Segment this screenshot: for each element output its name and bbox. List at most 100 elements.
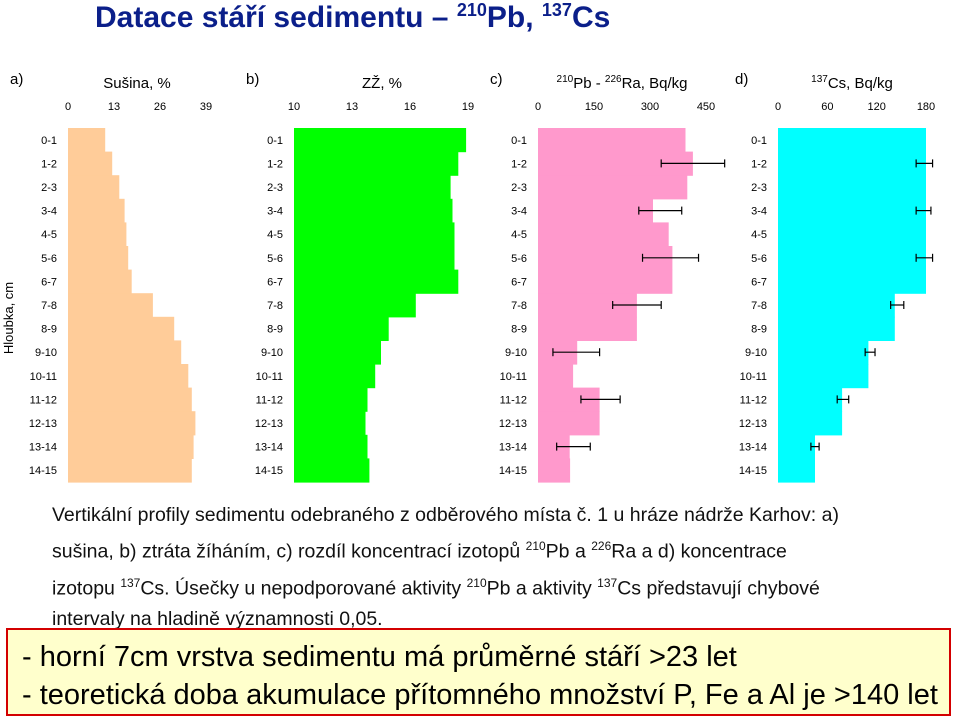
depth-label: 4-5 [511, 229, 527, 241]
depth-label: 5-6 [751, 253, 767, 265]
data-bar [538, 316, 637, 341]
depth-label: 9-10 [261, 347, 283, 359]
depth-label: 3-4 [41, 206, 57, 218]
depth-label: 7-8 [41, 300, 57, 312]
data-bar [294, 128, 467, 153]
tick-label: 16 [404, 101, 416, 113]
tick-label: 10 [288, 101, 300, 113]
data-bar [778, 198, 926, 223]
data-bar [68, 316, 175, 341]
data-bar [68, 340, 182, 365]
tick-label: 0 [65, 101, 71, 113]
depth-label: 3-4 [751, 206, 767, 218]
panel-letter: a) [10, 71, 23, 88]
depth-label: 4-5 [751, 229, 767, 241]
panel-title: 137Cs, Bq/kg [811, 74, 893, 92]
data-bar [294, 222, 455, 247]
panel-letter: d) [735, 71, 748, 88]
depth-profile-charts: Hloubka, cm a) Sušina, % 0 13 26 39 0-1 1-2 2-3 3… [1, 71, 935, 483]
depth-label: 12-13 [739, 418, 767, 430]
data-bar [778, 269, 926, 294]
depth-label: 14-15 [739, 465, 767, 477]
data-bar [538, 128, 686, 153]
figure-caption: Vertikální profily sedimentu odebraného … [52, 500, 932, 635]
data-bar [68, 222, 127, 247]
caption-line-2: sušina, b) ztráta žíháním, c) rozdíl kon… [52, 539, 787, 563]
data-bar [294, 198, 453, 223]
tick-label: 120 [867, 101, 885, 113]
data-bar [778, 434, 815, 459]
data-bar [538, 458, 571, 483]
depth-label: 9-10 [35, 347, 57, 359]
data-bar [778, 387, 843, 412]
data-bar [778, 411, 843, 436]
tick-label: 300 [641, 101, 659, 113]
data-bar [778, 128, 926, 153]
conclusion-line: - horní 7cm vrstva sedimentu má průměrné… [22, 641, 737, 673]
depth-label: 1-2 [511, 158, 527, 170]
depth-label: 13-14 [255, 442, 283, 454]
data-bar [538, 222, 669, 247]
depth-label: 9-10 [505, 347, 527, 359]
depth-label: 10-11 [30, 371, 57, 383]
depth-label: 12-13 [29, 418, 57, 430]
depth-label: 13-14 [739, 442, 767, 454]
panel-letter: b) [246, 71, 259, 88]
depth-label: 10-11 [500, 371, 527, 383]
depth-label: 8-9 [267, 324, 283, 336]
data-bar [68, 434, 194, 459]
depth-label: 10-11 [740, 371, 767, 383]
depth-label: 1-2 [267, 158, 283, 170]
depth-label: 4-5 [267, 229, 283, 241]
data-bar [294, 246, 455, 271]
data-bar [68, 458, 192, 483]
depth-label: 0-1 [267, 135, 283, 147]
depth-label: 5-6 [41, 253, 57, 265]
data-bar [68, 364, 189, 389]
tick-label: 13 [108, 101, 120, 113]
depth-label: 2-3 [41, 182, 57, 194]
depth-label: 6-7 [267, 276, 283, 288]
depth-label: 6-7 [511, 276, 527, 288]
data-bar [538, 364, 574, 389]
depth-label: 8-9 [41, 324, 57, 336]
data-bar [294, 411, 366, 436]
data-bar [294, 340, 381, 365]
tick-label: 450 [697, 101, 715, 113]
depth-label: 8-9 [511, 324, 527, 336]
depth-label: 5-6 [511, 253, 527, 265]
depth-label: 11-12 [740, 394, 767, 406]
depth-label: 7-8 [267, 300, 283, 312]
tick-label: 26 [154, 101, 166, 113]
caption-line-1: Vertikální profily sedimentu odebraného … [52, 504, 839, 526]
depth-label: 13-14 [29, 442, 57, 454]
tick-label: 39 [200, 101, 212, 113]
depth-label: 3-4 [511, 206, 527, 218]
tick-label: 0 [775, 101, 781, 113]
data-bar [294, 387, 368, 412]
data-bar [68, 293, 153, 318]
tick-label: 0 [535, 101, 541, 113]
page-title: Datace stáří sedimentu – 210Pb, 137Cs [95, 0, 611, 34]
data-bar [294, 434, 368, 459]
depth-label: 1-2 [751, 158, 767, 170]
depth-label: 3-4 [267, 206, 283, 218]
depth-label: 4-5 [41, 229, 57, 241]
caption-line-4: intervaly na hladině významnosti 0,05. [52, 608, 383, 630]
depth-label: 6-7 [41, 276, 57, 288]
tick-label: 19 [462, 101, 474, 113]
depth-label: 14-15 [255, 465, 283, 477]
depth-label: 2-3 [751, 182, 767, 194]
data-bar [778, 340, 869, 365]
data-bar [68, 151, 113, 176]
conclusions-box: - horní 7cm vrstva sedimentu má průměrné… [6, 628, 951, 716]
depth-label: 10-11 [256, 371, 283, 383]
data-bar [294, 151, 459, 176]
depth-label: 0-1 [751, 135, 767, 147]
panel-letter: c) [490, 71, 503, 88]
depth-label: 14-15 [29, 465, 57, 477]
depth-label: 11-12 [30, 394, 57, 406]
data-bar [68, 198, 125, 223]
data-bar [68, 128, 106, 153]
depth-label: 5-6 [267, 253, 283, 265]
